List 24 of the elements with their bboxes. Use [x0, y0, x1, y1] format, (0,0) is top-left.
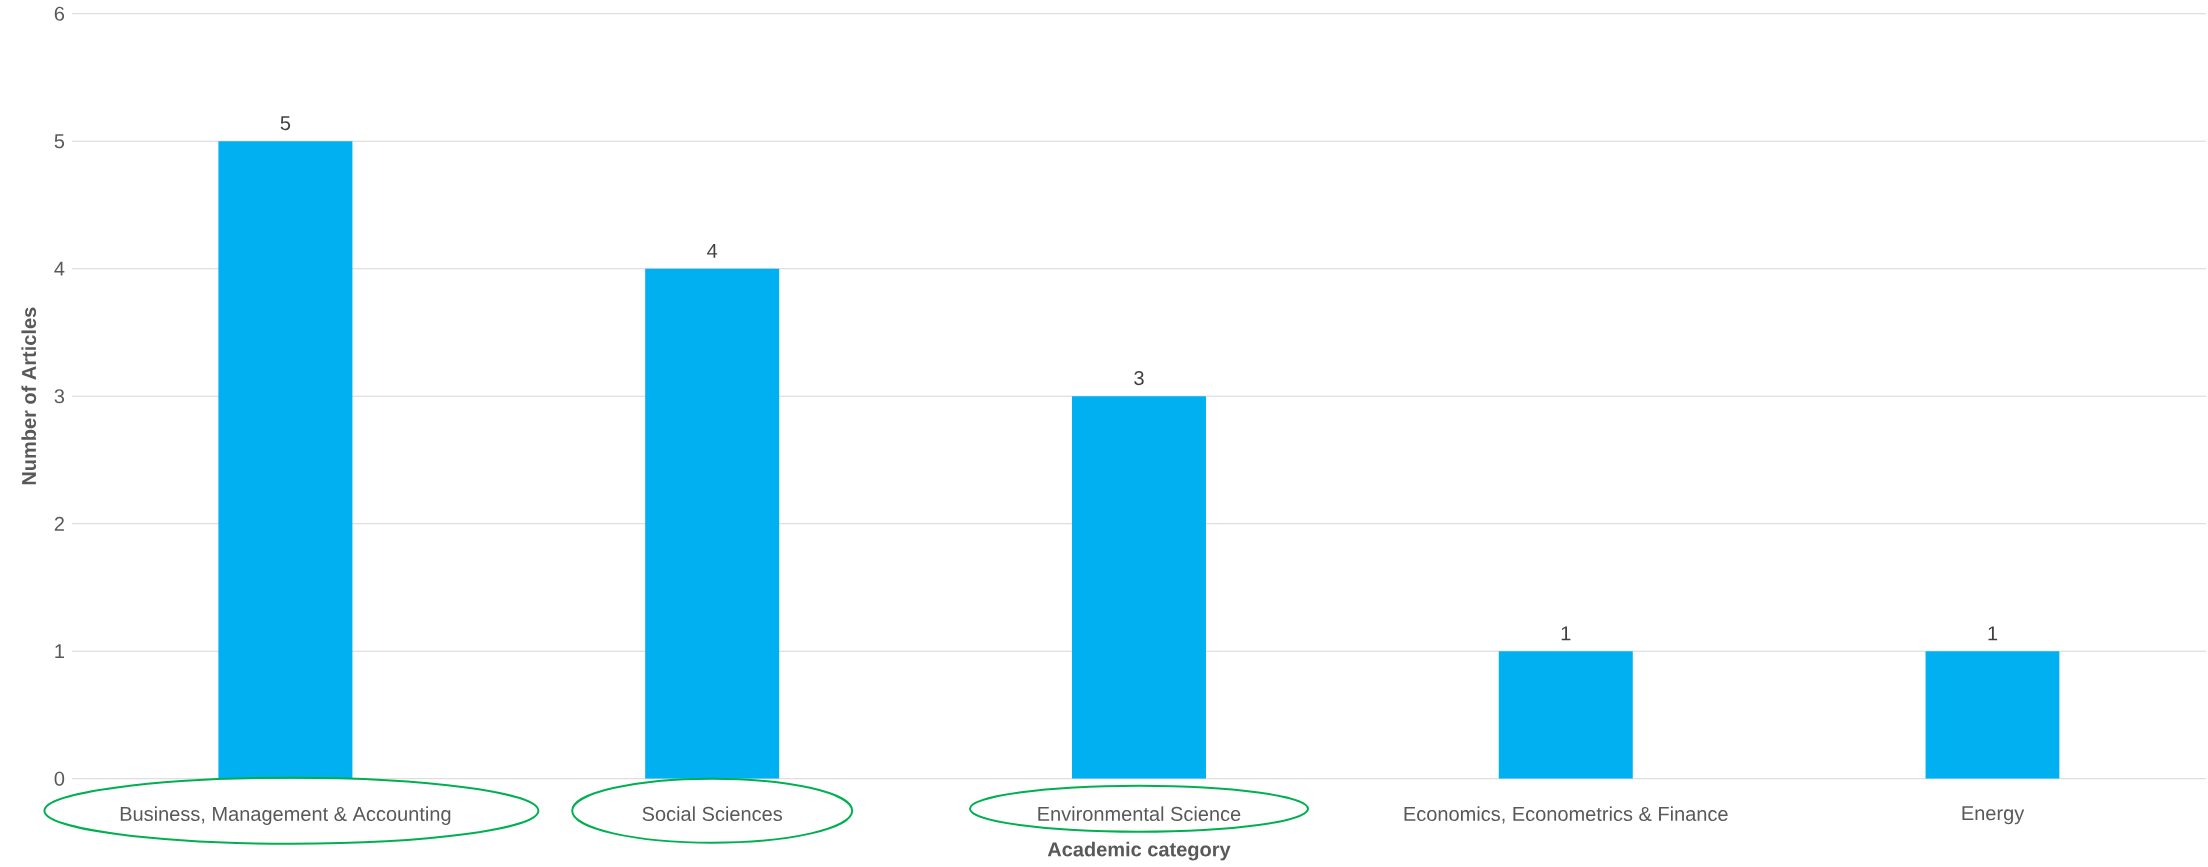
bar [1071, 396, 1206, 779]
bar [218, 141, 353, 779]
data-label: 3 [1134, 370, 1144, 386]
y-tick-label: 6 [54, 6, 65, 21]
y-tick-label: 1 [55, 644, 64, 659]
x-tick-label: Economics, Econometrics & Finance [1404, 806, 1728, 824]
x-tick-label: Environmental Science [1038, 806, 1241, 821]
y-tick-label: 2 [54, 516, 64, 531]
bar [1925, 651, 2060, 779]
data-label: 1 [1561, 626, 1571, 641]
x-tick-label: Energy [1962, 806, 2025, 825]
y-tick-label: 5 [54, 134, 65, 149]
y-tick-label: 0 [54, 771, 65, 786]
x-axis-title: Academic category [1047, 841, 1231, 861]
y-tick-label: 3 [54, 389, 65, 404]
x-tick-label: Social Sciences [642, 806, 783, 821]
bar [645, 268, 780, 779]
data-label: 4 [707, 243, 718, 258]
x-tick-label: Business, Management & Accounting [120, 806, 451, 825]
data-label: 1 [1988, 626, 1998, 641]
data-label: 5 [280, 116, 291, 131]
y-axis-title: Number of Articles [21, 307, 37, 485]
y-tick-label: 4 [54, 261, 65, 276]
bar [1498, 651, 1633, 779]
